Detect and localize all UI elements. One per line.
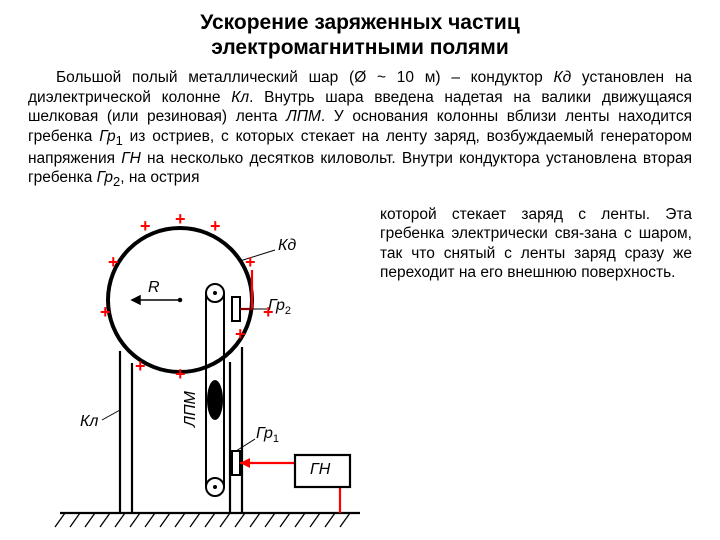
label-r: R — [148, 279, 160, 297]
label-kd: Кд — [278, 237, 296, 255]
label-gr1: Гр1 — [256, 425, 279, 445]
label-kl: Кл — [80, 413, 98, 431]
page-title: Ускорение заряженных частиц электромагни… — [0, 0, 720, 60]
label-gn: ГН — [310, 461, 330, 479]
label-lpm: ЛПМ — [182, 391, 200, 427]
van-de-graaff-diagram: Кд Гр2 Гр1 Кл R ГН ЛПМ ++++++++++ — [40, 215, 370, 540]
main-paragraph-1: Большой полый металлический шар (Ø ~ 10 … — [0, 60, 720, 190]
main-paragraph-2: которой стекает заряд с ленты. Эта гребе… — [380, 205, 692, 283]
